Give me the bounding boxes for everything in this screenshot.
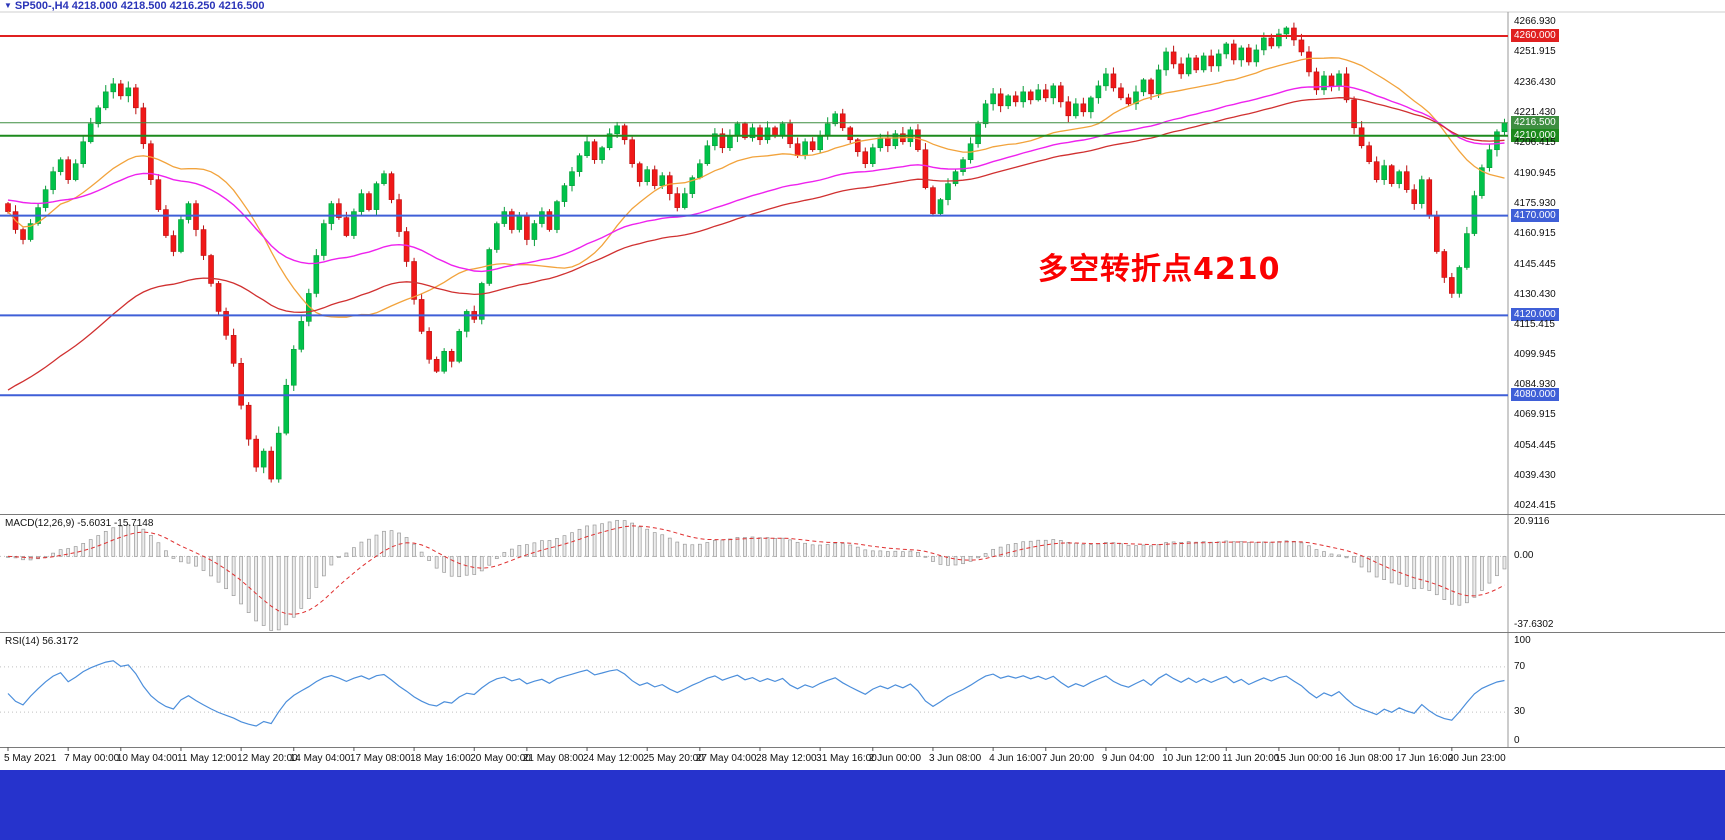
rsi-line bbox=[7, 660, 1505, 727]
ma-magenta-line bbox=[7, 85, 1505, 273]
ma-red-line bbox=[7, 97, 1505, 391]
ma-orange-line bbox=[7, 57, 1505, 318]
macd-histogram bbox=[6, 519, 1507, 631]
